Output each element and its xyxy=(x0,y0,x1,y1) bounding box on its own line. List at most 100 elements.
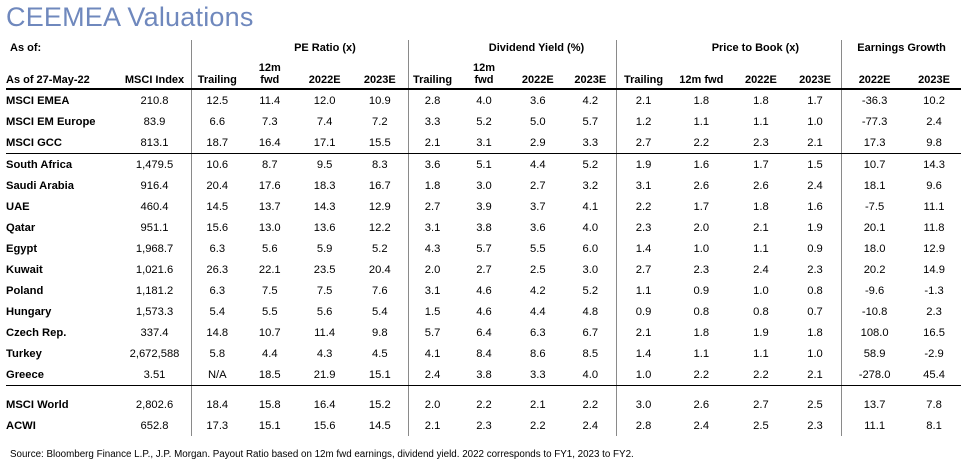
dy-value: 5.2 xyxy=(582,284,599,297)
dy-value: 3.6 xyxy=(530,94,546,107)
eg-value: -9.6 xyxy=(841,280,908,301)
eg-2022-header: 2022E xyxy=(841,56,908,90)
pb-value: 1.6 xyxy=(807,200,823,213)
eg-value: 14.9 xyxy=(923,263,945,276)
eg-value: 9.6 xyxy=(926,179,942,192)
pe-value: 18.4 xyxy=(191,394,243,415)
pe-value: 12.0 xyxy=(313,94,336,107)
dy-value: 4.4 xyxy=(530,305,546,318)
pe-value: 6.6 xyxy=(191,111,243,132)
group-spacer xyxy=(6,385,961,394)
pb-value: 1.8 xyxy=(753,94,769,107)
pe-value: 15.5 xyxy=(352,132,409,154)
row-label: Hungary xyxy=(6,305,52,318)
eg-value: 8.1 xyxy=(926,419,942,432)
pb-value: 1.4 xyxy=(616,343,670,364)
msci-index-value: 1,479.5 xyxy=(135,158,174,171)
pb-value: 1.1 xyxy=(693,115,710,128)
pb-2022-header: 2022E xyxy=(732,56,789,90)
row-label: South Africa xyxy=(6,158,73,171)
pe-value: 5.9 xyxy=(316,242,333,255)
dy-value: 2.1 xyxy=(407,415,457,436)
pb-value: 1.1 xyxy=(753,242,769,255)
dy-value: 4.4 xyxy=(530,158,546,171)
pe-value: 8.7 xyxy=(261,158,278,171)
dy-value: 2.3 xyxy=(476,419,492,432)
msci-index-value: 460.4 xyxy=(140,200,169,213)
row-label: Kuwait xyxy=(6,263,43,276)
pe-value: 23.5 xyxy=(313,263,336,276)
pe-2022-header: 2022E xyxy=(297,56,353,90)
pb-value: 2.5 xyxy=(753,419,769,432)
row-label: Turkey xyxy=(6,347,42,360)
eg-value: 18.1 xyxy=(841,175,908,196)
pb-value: 1.0 xyxy=(616,364,670,386)
msci-index-value: 813.1 xyxy=(117,132,192,154)
pb-value: 1.6 xyxy=(693,158,710,171)
eg-value: 2.4 xyxy=(926,115,942,128)
dy-value: 2.1 xyxy=(407,132,457,154)
pb-value: 1.0 xyxy=(807,347,823,360)
dy-value: 3.3 xyxy=(511,364,565,386)
msci-index-value: 1,573.3 xyxy=(135,305,174,318)
dy-value: 2.2 xyxy=(582,398,599,411)
eg-2023-header: 2023E xyxy=(907,56,961,90)
msci-index-value: 2,672,588 xyxy=(129,347,180,360)
as-of-label: As of: xyxy=(10,42,42,54)
pe-value: 4.5 xyxy=(372,347,388,360)
pb-value: 1.4 xyxy=(616,238,670,259)
pe-value: 5.6 xyxy=(316,305,333,318)
dy-value: 3.8 xyxy=(476,221,492,234)
msci-index-value: 3.51 xyxy=(117,364,192,386)
dy-value: 2.0 xyxy=(407,259,457,280)
pb-value: 1.9 xyxy=(616,153,670,175)
pe-value: 7.5 xyxy=(316,284,333,297)
dy-value: 2.7 xyxy=(476,263,492,276)
dy-value: 4.6 xyxy=(476,305,492,318)
pb-value: 2.3 xyxy=(616,217,670,238)
dy-value: 8.6 xyxy=(530,347,546,360)
dy-value: 4.3 xyxy=(407,238,457,259)
pe-value: 11.4 xyxy=(259,94,281,107)
msci-index-value: 337.4 xyxy=(140,326,169,339)
table-row: Egypt 1,968.7 6.3 5.6 5.9 5.2 4.3 5.7 5.5 6.0 1.4 1… xyxy=(6,238,961,259)
dy-value: 2.9 xyxy=(511,132,565,154)
row-label: MSCI EMEA xyxy=(6,94,70,107)
pe-value: 16.7 xyxy=(368,179,391,192)
dy-12m-fwd-header: 12m fwd xyxy=(456,56,512,90)
dy-value: 2.1 xyxy=(530,398,546,411)
dy-value: 5.2 xyxy=(476,115,492,128)
dy-value: 5.0 xyxy=(530,115,546,128)
eg-group-label: Earnings Growth xyxy=(857,42,946,54)
dy-value: 3.6 xyxy=(407,153,457,175)
row-label: MSCI World xyxy=(6,398,69,411)
pe-value: 6.3 xyxy=(191,280,243,301)
table-row: Kuwait 1,021.6 26.3 22.1 23.5 20.4 2.0 2.7 2.5 3.… xyxy=(6,259,961,280)
msci-index-value: 652.8 xyxy=(140,419,169,432)
pb-value: 2.4 xyxy=(753,263,769,276)
dy-value: 5.5 xyxy=(530,242,546,255)
dy-value: 3.8 xyxy=(456,364,512,386)
pb-value: 2.7 xyxy=(753,398,769,411)
pe-value: 5.4 xyxy=(372,305,388,318)
pb-value: 1.7 xyxy=(753,158,769,171)
table-row: MSCI World 2,802.6 18.4 15.8 16.4 15.2 2.0 2.2 2… xyxy=(6,394,961,415)
table-row: Saudi Arabia 916.4 20.4 17.6 18.3 16.7 1.8 3.0 2… xyxy=(6,175,961,196)
eg-value: 20.1 xyxy=(841,217,908,238)
dy-2022-header: 2022E xyxy=(511,56,565,90)
table-row: Czech Rep. 337.4 14.8 10.7 11.4 9.8 5.7 6.4 6.3 6… xyxy=(6,322,961,343)
pb-value: 1.0 xyxy=(807,115,823,128)
pe-value: 17.1 xyxy=(297,132,353,154)
pe-value: 20.4 xyxy=(368,263,391,276)
pe-value: 10.9 xyxy=(368,94,391,107)
pb-value: 2.3 xyxy=(807,263,823,276)
pb-group-header: Price to Book (x) xyxy=(670,40,842,56)
eg-value: 9.8 xyxy=(907,132,961,154)
eg-value: 18.0 xyxy=(841,238,908,259)
pe-value: 8.3 xyxy=(372,158,388,171)
pb-value: 1.0 xyxy=(693,242,710,255)
pb-value: 1.8 xyxy=(807,326,823,339)
msci-index-value: 210.8 xyxy=(140,94,169,107)
pb-value: 2.2 xyxy=(732,364,789,386)
pe-value: 15.1 xyxy=(352,364,409,386)
